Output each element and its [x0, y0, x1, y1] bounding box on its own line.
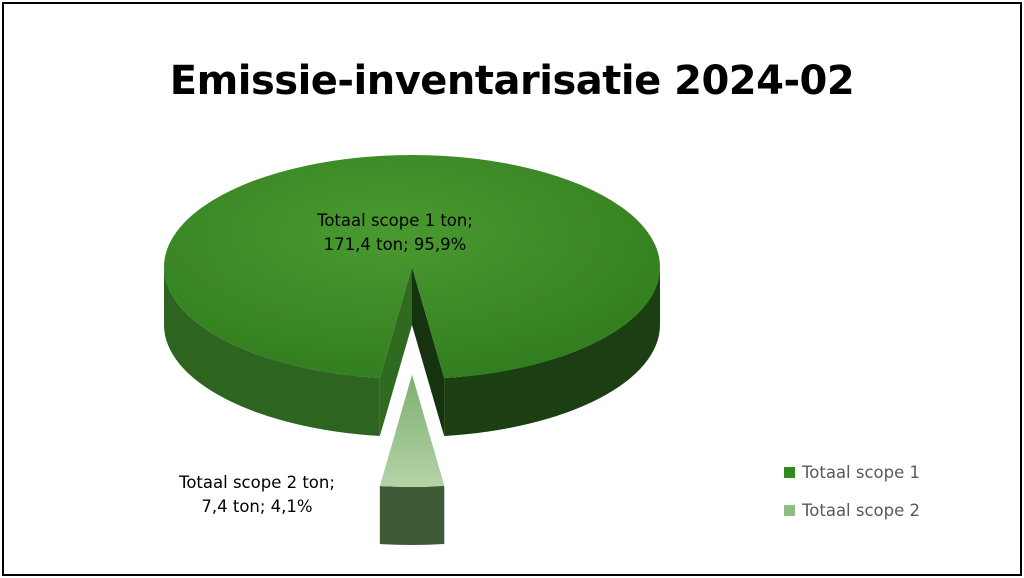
- chart-title: Emissie-inventarisatie 2024-02: [169, 58, 855, 104]
- data-label-scope1-line2: 171,4 ton; 95,9%: [323, 235, 467, 254]
- data-label-scope2-line2: 7,4 ton; 4,1%: [201, 497, 313, 516]
- data-label-scope2-line1: Totaal scope 2 ton;: [179, 473, 335, 492]
- pie-slice-scope1-top: [164, 155, 660, 379]
- scope1-side-left: [164, 267, 380, 437]
- pie-slice-scope2-top: [379, 375, 445, 487]
- data-label-scope1-line1: Totaal scope 1 ton;: [317, 211, 473, 230]
- data-label-scope1: Totaal scope 1 ton; 171,4 ton; 95,9%: [290, 209, 500, 257]
- legend-swatch-scope2: [784, 504, 795, 516]
- legend-item-scope1: Totaal scope 1: [784, 460, 920, 484]
- scope1-cut-face-right: [412, 267, 445, 437]
- chart-legend: Totaal scope 1 Totaal scope 2: [784, 460, 920, 536]
- legend-item-scope2: Totaal scope 2: [784, 498, 920, 522]
- scope2-side: [379, 486, 445, 545]
- legend-swatch-scope1: [784, 466, 795, 478]
- scope1-side-right: [444, 267, 660, 437]
- legend-label-scope1: Totaal scope 1: [802, 462, 921, 482]
- scope1-cut-face-left: [379, 267, 412, 437]
- legend-label-scope2: Totaal scope 2: [802, 500, 921, 520]
- data-label-scope2: Totaal scope 2 ton; 7,4 ton; 4,1%: [152, 471, 362, 519]
